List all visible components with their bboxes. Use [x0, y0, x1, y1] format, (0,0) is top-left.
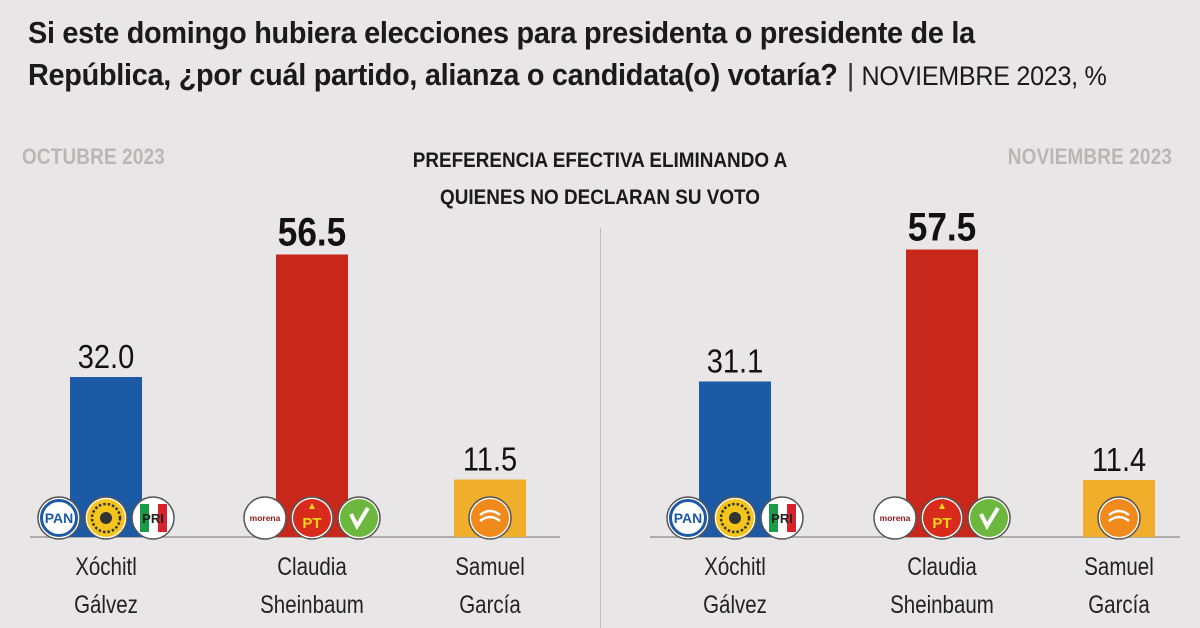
- chart-headline: Si este domingo hubiera elecciones para …: [28, 12, 1107, 97]
- category-label-3-line-1: Samuel: [455, 552, 525, 580]
- headline-period: NOVIEMBRE 2023, %: [861, 61, 1107, 91]
- party-logo-prd-icon: [713, 496, 757, 540]
- value-label-3: 11.5: [463, 441, 517, 478]
- headline-separator: |: [846, 57, 855, 92]
- svg-text:morena: morena: [250, 513, 281, 523]
- chart-panel-2: 31.1 PAN PRI Xóchitl Gálvez 57.5 morena PT Claud…: [650, 204, 1180, 618]
- party-logo-pvem-icon: [967, 496, 1011, 540]
- party-logo-pri-icon: PRI: [131, 496, 175, 540]
- category-label-1-line-1: Xóchitl: [704, 552, 766, 580]
- value-label-2: 56.5: [278, 209, 346, 254]
- svg-text:PAN: PAN: [45, 510, 74, 526]
- party-logo-pri-icon: PRI: [760, 496, 804, 540]
- category-label-1-line-2: Gálvez: [74, 590, 138, 618]
- party-logo-mc-icon: [1097, 496, 1141, 540]
- value-label-3: 11.4: [1092, 441, 1146, 478]
- value-label-2: 57.5: [908, 204, 976, 249]
- svg-text:PT: PT: [932, 515, 951, 532]
- category-label-2-line-1: Claudia: [907, 552, 977, 580]
- svg-text:PRI: PRI: [771, 511, 793, 526]
- headline-line-1: Si este domingo hubiera elecciones para …: [28, 15, 975, 50]
- svg-text:morena: morena: [880, 513, 911, 523]
- value-label-1: 31.1: [707, 343, 764, 380]
- category-label-2-line-1: Claudia: [277, 552, 347, 580]
- chart-panel-1: 32.0 PAN PRI Xóchitl Gálvez 56.5 morena PT Claud…: [30, 209, 560, 618]
- left-panel-period-label: OCTUBRE 2023: [22, 144, 165, 169]
- category-label-2-line-2: Sheinbaum: [890, 590, 994, 618]
- category-label-2-line-2: Sheinbaum: [260, 590, 364, 618]
- party-logo-pt-icon: PT: [920, 496, 964, 540]
- category-label-1-line-1: Xóchitl: [75, 552, 137, 580]
- party-logo-pan-icon: PAN: [666, 496, 710, 540]
- panel-divider: [600, 228, 601, 628]
- right-panel-period-label: NOVIEMBRE 2023: [1007, 144, 1172, 169]
- party-logo-mc-icon: [468, 496, 512, 540]
- chart-subtitle: PREFERENCIA EFECTIVA ELIMINANDO A QUIENE…: [375, 142, 825, 216]
- party-logo-morena-icon: morena: [243, 496, 287, 540]
- party-logo-pvem-icon: [337, 496, 381, 540]
- bar-2: [276, 254, 348, 537]
- svg-text:PAN: PAN: [674, 510, 703, 526]
- category-label-3-line-2: García: [1088, 590, 1150, 618]
- subtitle-line-1: PREFERENCIA EFECTIVA ELIMINANDO A: [412, 149, 788, 172]
- value-label-1: 32.0: [78, 338, 135, 375]
- party-logo-pt-icon: PT: [290, 496, 334, 540]
- bar-2: [906, 249, 978, 537]
- headline-line-2: República, ¿por cuál partido, alianza o …: [28, 54, 1107, 97]
- category-label-3-line-2: García: [459, 590, 521, 618]
- party-logo-pan-icon: PAN: [37, 496, 81, 540]
- subtitle-line-2: QUIENES NO DECLARAN SU VOTO: [440, 186, 760, 209]
- headline-question: República, ¿por cuál partido, alianza o …: [28, 57, 838, 92]
- category-label-3-line-1: Samuel: [1084, 552, 1154, 580]
- category-label-1-line-2: Gálvez: [703, 590, 767, 618]
- party-logo-morena-icon: morena: [873, 496, 917, 540]
- svg-text:PT: PT: [302, 515, 321, 532]
- svg-text:PRI: PRI: [142, 511, 164, 526]
- party-logo-prd-icon: [84, 496, 128, 540]
